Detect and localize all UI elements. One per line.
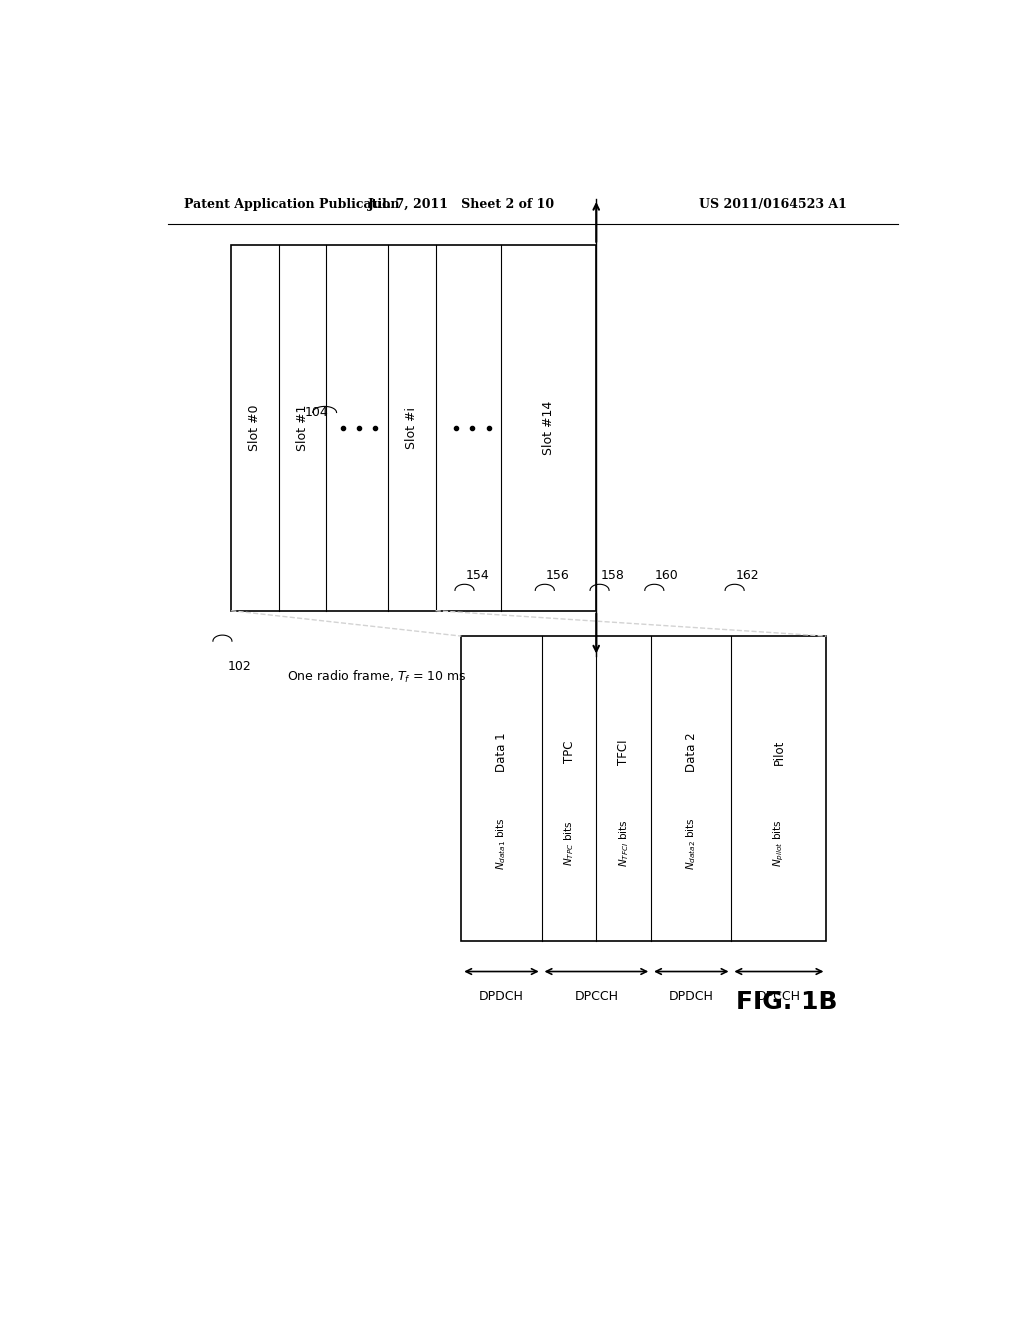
Text: $N_{data1}$ bits: $N_{data1}$ bits — [495, 817, 508, 870]
Text: TPC: TPC — [562, 741, 575, 763]
Text: $N_{TPC}$ bits: $N_{TPC}$ bits — [562, 821, 575, 866]
Text: Pilot: Pilot — [772, 739, 785, 764]
Text: Slot #i: Slot #i — [406, 407, 419, 449]
Text: FIG. 1B: FIG. 1B — [736, 990, 838, 1014]
Text: 160: 160 — [655, 569, 679, 582]
Text: $N_{TFCI}$ bits: $N_{TFCI}$ bits — [616, 820, 631, 867]
Text: Patent Application Publication: Patent Application Publication — [183, 198, 399, 211]
Text: 162: 162 — [735, 569, 759, 582]
Text: $N_{data2}$ bits: $N_{data2}$ bits — [684, 817, 698, 870]
Text: 104: 104 — [305, 407, 329, 418]
Text: 158: 158 — [600, 569, 625, 582]
Text: DPDCH: DPDCH — [669, 990, 714, 1003]
Text: Slot #14: Slot #14 — [543, 401, 555, 455]
Text: Data 2: Data 2 — [685, 733, 697, 772]
Text: Slot #1: Slot #1 — [296, 404, 309, 451]
Text: TFCI: TFCI — [617, 739, 630, 764]
Text: 102: 102 — [227, 660, 251, 673]
Text: Data 1: Data 1 — [495, 733, 508, 772]
Text: DPCCH: DPCCH — [574, 990, 618, 1003]
Text: One radio frame, $T_f$ = 10 ms: One radio frame, $T_f$ = 10 ms — [287, 669, 467, 685]
Bar — [231, 244, 596, 611]
Text: Slot #0: Slot #0 — [249, 404, 261, 451]
Text: Jul. 7, 2011   Sheet 2 of 10: Jul. 7, 2011 Sheet 2 of 10 — [368, 198, 555, 211]
Text: DPDCH: DPDCH — [479, 990, 524, 1003]
Text: US 2011/0164523 A1: US 2011/0164523 A1 — [699, 198, 847, 211]
Text: $N_{pilot}$ bits: $N_{pilot}$ bits — [772, 820, 786, 867]
Text: 154: 154 — [465, 569, 489, 582]
Text: 156: 156 — [546, 569, 569, 582]
Text: DPCCH: DPCCH — [757, 990, 801, 1003]
Bar — [461, 636, 826, 941]
